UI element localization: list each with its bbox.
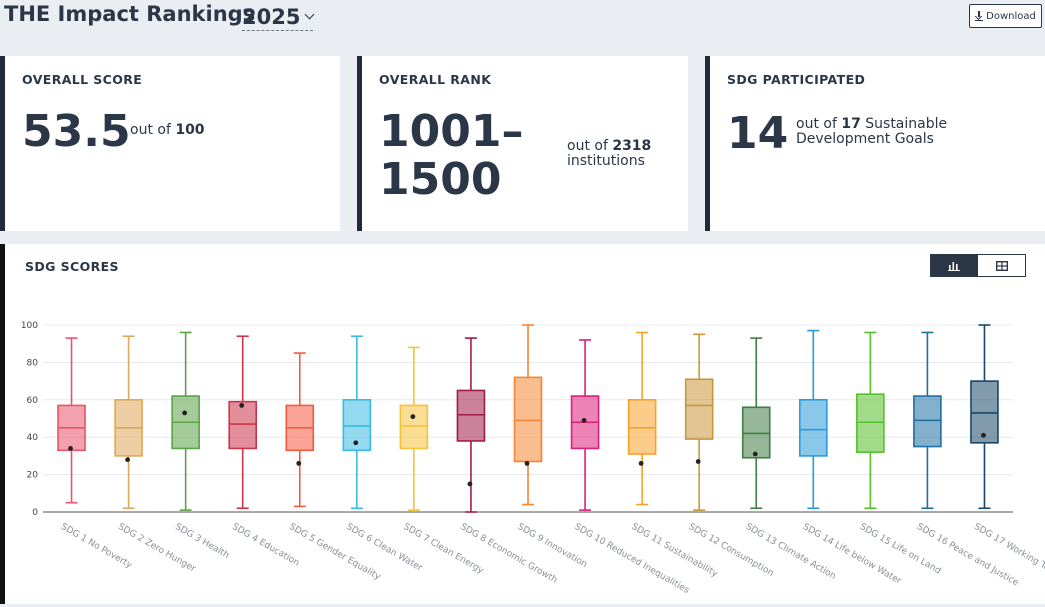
box [741,406,771,459]
overall-score-card: OVERALL SCORE 53.5 out of 100 [0,56,340,231]
box [456,389,486,442]
chevron-down-icon [305,9,315,20]
bar-chart-icon [948,261,960,271]
box [684,378,714,440]
y-tick-label: 100 [21,321,38,331]
table-icon [995,260,1008,271]
card-label: SDG PARTICIPATED [727,72,866,87]
y-tick-label: 20 [27,471,39,481]
download-label: Download [986,10,1036,22]
download-button[interactable]: Download [969,4,1042,28]
box [798,399,828,457]
overall-score-suffix: out of 100 [130,122,205,138]
x-tick-label: SDG 3 Health [173,522,231,561]
x-tick-label: SDG 8 Economic Growth [458,522,558,586]
page-header: THE Impact Rankings 2025 Download [0,0,1045,40]
box [228,400,258,450]
institution-score-point [296,460,302,466]
year-value: 2025 [242,4,301,29]
sdg-participated-suffix: out of 17 Sustainable Development Goals [796,116,948,147]
institution-score-point [524,460,530,466]
box [627,399,657,455]
chart-view-button[interactable] [931,255,978,276]
view-toggle [930,254,1026,277]
institution-score-point [981,432,986,438]
x-tick-label: SDG 5 Gender Equality [287,522,382,583]
institution-score-point [638,460,644,466]
box [399,404,429,450]
box [513,376,543,463]
sdg-participated-card: SDG PARTICIPATED 14 out of 17 Sustainabl… [705,56,1045,231]
page-title: THE Impact Rankings [4,2,256,26]
section-title: SDG SCORES [25,259,119,274]
y-tick-label: 0 [32,508,38,518]
table-view-button[interactable] [978,255,1025,276]
card-label: OVERALL RANK [379,72,492,87]
sdg-participated-value: 14 [727,108,789,159]
overall-rank-card: OVERALL RANK 1001– 1500 out of 2318 inst… [357,56,688,231]
card-label: OVERALL SCORE [22,72,143,87]
institution-score-point [695,459,701,464]
x-tick-label: SDG 10 Reduced Inequalities [573,522,691,596]
year-dropdown[interactable]: 2025 [242,3,315,31]
x-tick-label: SDG 13 Climate Action [744,522,838,582]
box [913,395,942,448]
x-tick-label: SDG 16 Peace and Justice [915,522,1021,589]
overall-rank-suffix: out of 2318 institutions [567,138,652,169]
institution-score-point [125,457,130,463]
y-tick-label: 40 [27,433,39,443]
box [970,380,999,444]
institution-score-point [182,410,188,416]
institution-score-point [410,414,416,420]
y-tick-label: 80 [27,358,39,368]
overall-rank-value: 1001– 1500 [379,106,524,205]
box [856,393,885,453]
institution-score-point [581,417,587,423]
institution-score-point [752,451,758,457]
overall-score-value: 53.5 [22,106,131,157]
y-tick-label: 60 [27,396,39,406]
sdg-scores-panel: SDG SCORES 0 20 40 60 80 100 SDG 1 No Poverty S… [0,244,1045,604]
institution-score-point [68,446,73,451]
x-tick-label: SDG 14 Life below Water [801,522,903,587]
institution-score-point [353,440,359,446]
download-icon [975,11,984,21]
institution-score-point [239,403,245,408]
institution-score-point [467,481,473,487]
